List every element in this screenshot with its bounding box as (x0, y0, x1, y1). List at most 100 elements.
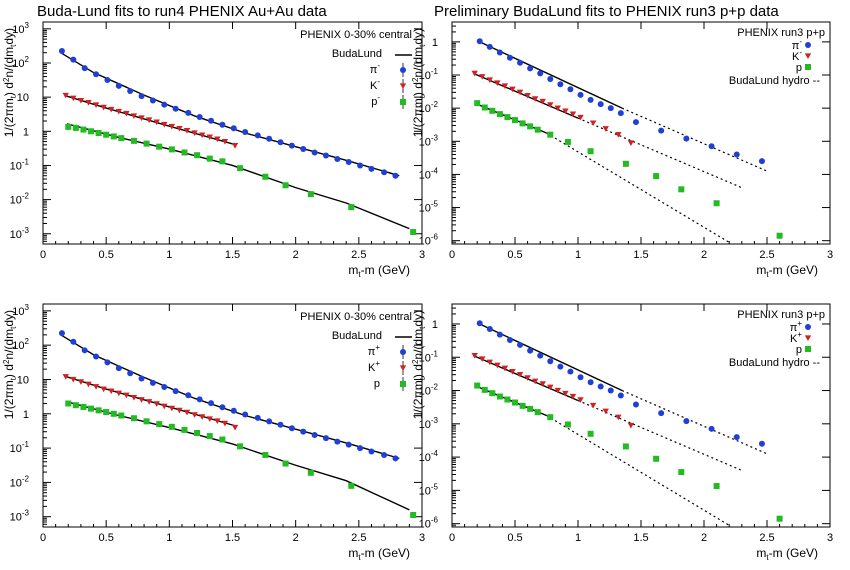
y-axis-label: 1/(2πmt) d2n/(dmtdy) (2, 28, 18, 137)
data-point (474, 100, 481, 107)
data-point (266, 418, 273, 425)
data-point (206, 433, 213, 440)
data-point (95, 407, 102, 414)
data-point (587, 379, 594, 386)
data-point (589, 402, 597, 409)
legend-label: K+ (368, 359, 380, 374)
data-point (153, 119, 160, 126)
legend-annotation: PHENIX 0-30% central (300, 311, 412, 323)
data-point (632, 119, 639, 126)
legend-label: p (374, 378, 380, 390)
data-point (242, 128, 249, 135)
data-point (77, 379, 85, 385)
data-point (776, 515, 783, 522)
data-point (534, 126, 541, 133)
data-point (494, 80, 501, 86)
data-point (262, 173, 269, 180)
data-point (519, 120, 526, 127)
data-point (622, 160, 629, 167)
x-axis-label: mt-m (GeV) (756, 546, 818, 562)
data-point (486, 325, 493, 332)
x-tick-label: 0.5 (507, 532, 522, 544)
data-point (357, 445, 364, 452)
data-point (185, 109, 192, 116)
data-point (587, 96, 594, 103)
x-tick-label: 1.5 (633, 249, 648, 261)
data-point (118, 135, 125, 142)
data-point (168, 423, 175, 430)
data-point (504, 396, 511, 403)
data-point (95, 130, 102, 136)
data-point (617, 392, 624, 399)
data-point (471, 70, 478, 77)
data-point (516, 89, 524, 96)
data-point (88, 405, 95, 412)
data-point (506, 336, 513, 343)
data-point (277, 139, 284, 146)
data-point (334, 438, 341, 445)
data-point (486, 77, 493, 83)
x-tick-label: 2 (293, 532, 299, 544)
data-point (300, 428, 307, 435)
data-point (678, 186, 685, 193)
data-point (168, 146, 175, 153)
data-point (72, 402, 79, 409)
data-point (183, 409, 191, 416)
data-point (214, 136, 221, 143)
data-point (392, 172, 399, 179)
data-point (77, 97, 85, 104)
y-tick-label: 10-1 (419, 349, 439, 364)
data-point (108, 106, 115, 113)
x-axis-label: mt-m (GeV) (756, 263, 818, 279)
data-point (658, 410, 665, 417)
data-point (115, 82, 122, 89)
data-point (410, 229, 417, 236)
y-tick-label: 10-4 (419, 449, 439, 464)
data-point (496, 111, 503, 118)
data-point (219, 121, 226, 128)
data-point (517, 59, 524, 66)
data-point (567, 368, 574, 375)
x-tick-label: 2 (293, 249, 299, 261)
right-column-title: Preliminary BudaLund fits to PHENIX run3… (434, 3, 779, 20)
data-point (70, 338, 77, 345)
x-tick-label: 2.5 (759, 249, 774, 261)
data-point (176, 125, 183, 132)
data-point (527, 405, 534, 412)
data-point (501, 365, 509, 372)
data-point (557, 81, 564, 88)
x-tick-label: 0 (449, 532, 455, 544)
data-point (334, 155, 341, 162)
legend-label: p (796, 62, 802, 74)
data-point (206, 416, 213, 422)
data-point (537, 352, 544, 359)
data-point (185, 392, 192, 399)
data-point (123, 110, 130, 117)
x-tick-label: 2 (701, 249, 707, 261)
x-axis-label: mt-m (GeV) (348, 546, 410, 562)
data-point (127, 370, 134, 377)
fit-curve-solid (479, 41, 623, 109)
data-point (410, 511, 417, 518)
data-point (127, 87, 134, 94)
legend-line-label: BudaLund hydro -- (729, 75, 820, 87)
y-tick-label: 10-2 (419, 100, 439, 115)
legend-marker (400, 99, 406, 105)
x-tick-label: 1 (166, 532, 172, 544)
data-point (547, 414, 554, 421)
data-point (104, 359, 111, 366)
y-tick-label: 1 (432, 37, 438, 49)
data-point (489, 390, 496, 397)
data-point (733, 151, 740, 158)
fit-curve (61, 334, 400, 460)
data-point (345, 441, 352, 448)
data-point (58, 330, 65, 337)
data-point (115, 365, 122, 372)
y-tick-label: 102 (12, 55, 29, 70)
data-point (519, 402, 526, 409)
legend-label: p- (371, 93, 380, 108)
x-tick-label: 0 (40, 249, 46, 261)
data-point (130, 415, 137, 422)
data-point (161, 384, 168, 391)
data-point (254, 132, 261, 139)
